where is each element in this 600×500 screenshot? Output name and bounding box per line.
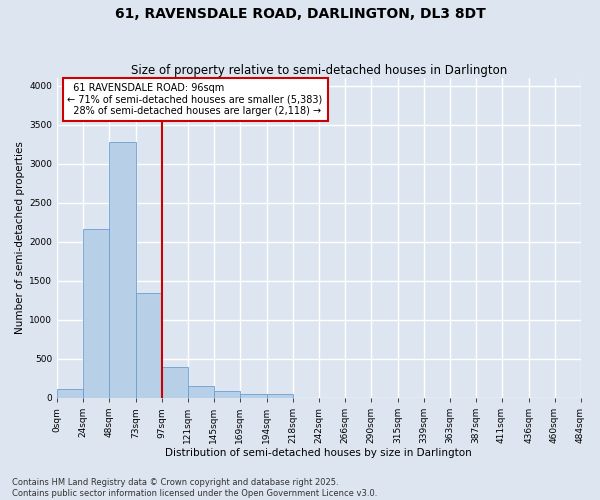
Bar [136,294,162,398]
Y-axis label: Number of semi-detached properties: Number of semi-detached properties [15,142,25,334]
X-axis label: Distribution of semi-detached houses by size in Darlington: Distribution of semi-detached houses by … [166,448,472,458]
Text: 61, RAVENSDALE ROAD, DARLINGTON, DL3 8DT: 61, RAVENSDALE ROAD, DARLINGTON, DL3 8DT [115,8,485,22]
Bar [188,386,214,398]
Bar [109,142,136,398]
Bar [57,390,83,398]
Bar [83,228,109,398]
Text: 61 RAVENSDALE ROAD: 96sqm
← 71% of semi-detached houses are smaller (5,383)
  28: 61 RAVENSDALE ROAD: 96sqm ← 71% of semi-… [67,83,323,116]
Bar [214,391,240,398]
Bar [240,394,267,398]
Title: Size of property relative to semi-detached houses in Darlington: Size of property relative to semi-detach… [131,64,507,77]
Bar [267,394,293,398]
Text: Contains HM Land Registry data © Crown copyright and database right 2025.
Contai: Contains HM Land Registry data © Crown c… [12,478,377,498]
Bar [162,366,188,398]
